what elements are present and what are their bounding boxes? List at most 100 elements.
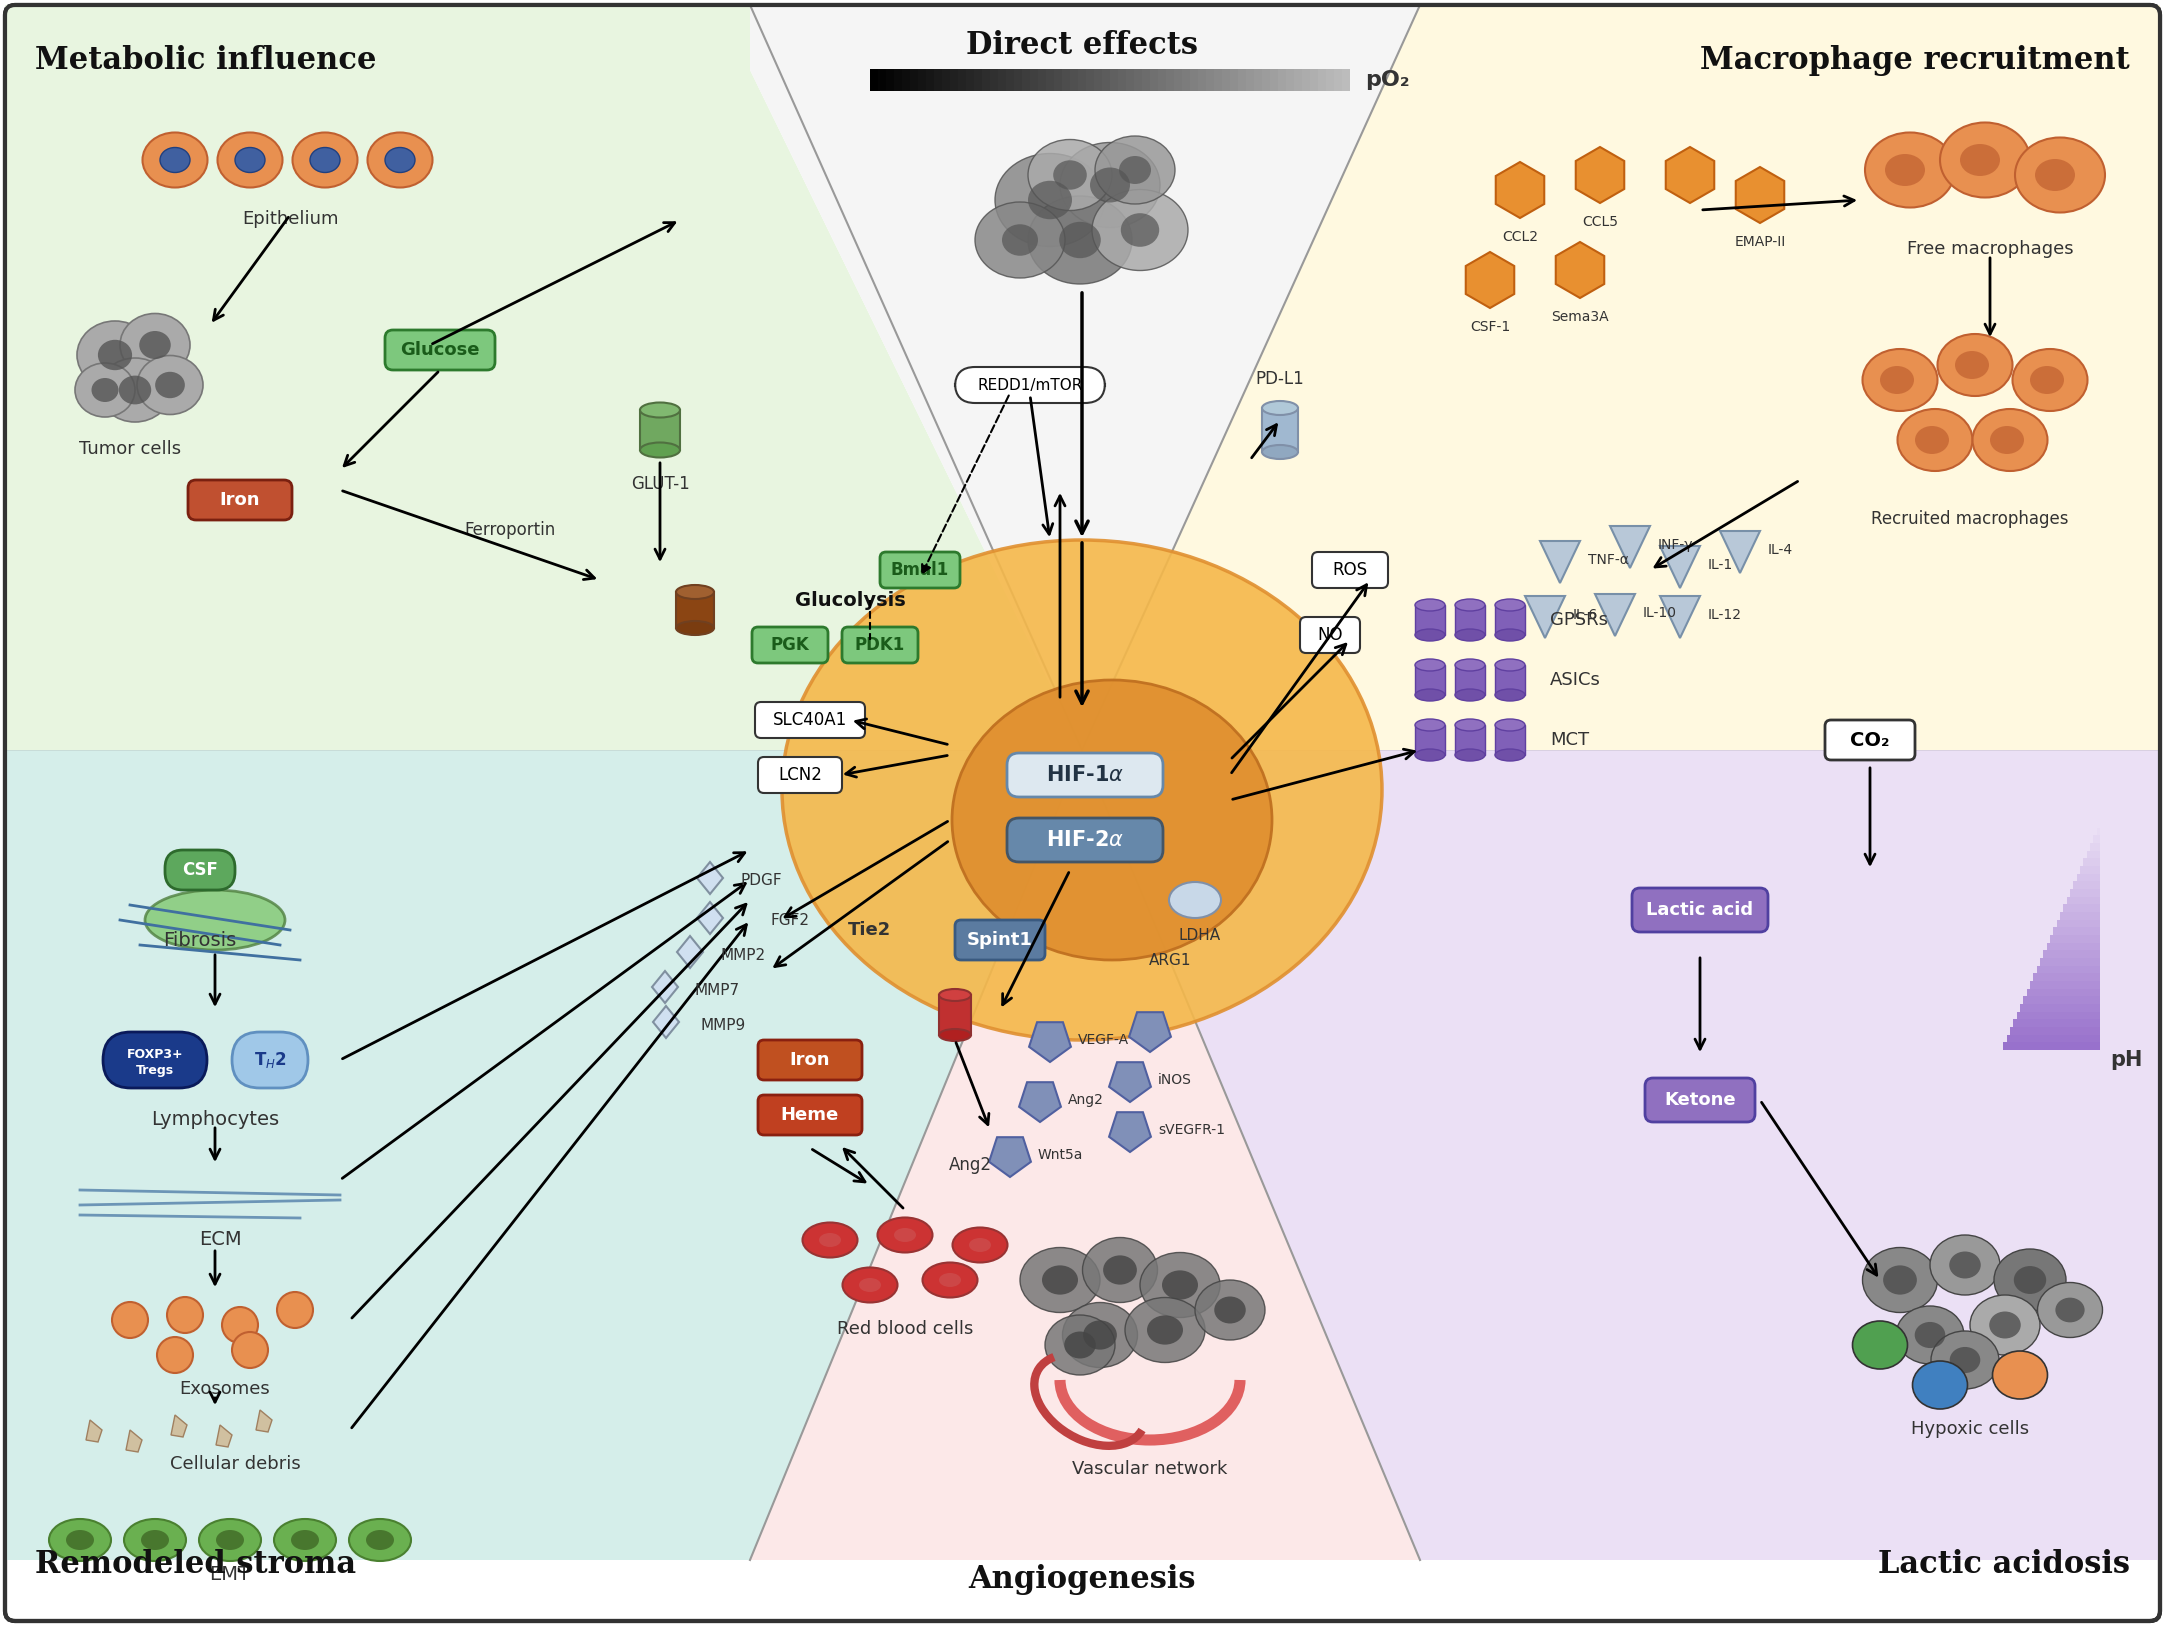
Ellipse shape [1147,1315,1182,1345]
Text: Tumor cells: Tumor cells [78,441,182,459]
Ellipse shape [1959,145,2000,176]
Ellipse shape [156,372,184,398]
Text: Heme: Heme [782,1106,840,1124]
Ellipse shape [145,889,286,950]
Bar [1093,68,1102,91]
Bar [1262,408,1299,452]
Ellipse shape [1496,659,1524,672]
Bar [1496,665,1524,694]
Ellipse shape [1992,1351,2048,1398]
Bar [2063,904,2100,912]
Ellipse shape [1063,1302,1137,1367]
Ellipse shape [310,148,340,172]
Bar [942,68,950,91]
Bar [2046,943,2100,950]
Text: CCL5: CCL5 [1583,215,1617,229]
Ellipse shape [996,153,1104,247]
Bar [1238,68,1247,91]
Bar [2031,980,2100,989]
Ellipse shape [1416,598,1444,611]
Ellipse shape [1970,1294,2039,1354]
FancyBboxPatch shape [1007,818,1163,862]
Ellipse shape [1455,719,1485,732]
Text: Ang2: Ang2 [1067,1093,1104,1107]
Bar [1206,68,1215,91]
PathPatch shape [1082,750,2161,1559]
Bar [1173,68,1182,91]
FancyBboxPatch shape [758,1041,862,1080]
Text: MMP7: MMP7 [695,982,740,997]
Bar [2050,935,2100,943]
Bar [1013,68,1022,91]
FancyBboxPatch shape [385,330,496,371]
Bar [1022,68,1031,91]
Bar [2087,850,2100,859]
Bar [894,68,903,91]
Bar [1496,725,1524,754]
Text: INF-γ: INF-γ [1658,538,1693,551]
Ellipse shape [2037,1283,2102,1338]
FancyBboxPatch shape [1299,616,1360,654]
FancyBboxPatch shape [758,1094,862,1135]
Bar [989,68,998,91]
Bar [1416,665,1444,694]
Bar [1416,725,1444,754]
Bar [983,68,989,91]
Text: Glucose: Glucose [401,341,481,359]
Ellipse shape [1938,333,2013,397]
Polygon shape [654,1006,680,1037]
Text: PGK: PGK [771,636,810,654]
Ellipse shape [1091,190,1189,270]
Ellipse shape [1496,750,1524,761]
Bar [1087,68,1093,91]
Ellipse shape [1104,1255,1137,1285]
Ellipse shape [1940,122,2031,197]
Ellipse shape [1052,161,1087,190]
Bar [1063,68,1070,91]
Ellipse shape [970,1237,992,1252]
Text: PD-L1: PD-L1 [1256,371,1303,389]
Bar [1150,68,1158,91]
FancyBboxPatch shape [104,1033,208,1088]
Ellipse shape [1028,197,1132,285]
Text: Sema3A: Sema3A [1550,311,1609,324]
Text: ROS: ROS [1331,561,1368,579]
PathPatch shape [749,750,1420,1559]
Text: CSF: CSF [182,862,219,880]
Bar [879,68,885,91]
FancyBboxPatch shape [4,5,2161,1621]
Text: Angiogenesis: Angiogenesis [968,1564,1195,1595]
Ellipse shape [1141,1252,1221,1317]
Bar [2013,1020,2100,1028]
Ellipse shape [1897,410,1972,472]
Ellipse shape [1929,1236,2000,1294]
Ellipse shape [1195,1280,1264,1340]
Ellipse shape [641,442,680,457]
Ellipse shape [1951,1346,1981,1372]
Ellipse shape [1095,137,1176,203]
Bar [1078,68,1087,91]
Text: HIF-1$\alpha$: HIF-1$\alpha$ [1046,764,1124,785]
Text: PDGF: PDGF [740,873,782,888]
Text: IL-4: IL-4 [1769,543,1793,558]
Text: HIF-2$\alpha$: HIF-2$\alpha$ [1046,829,1124,850]
Text: IL-10: IL-10 [1643,606,1678,620]
Ellipse shape [160,148,191,172]
PathPatch shape [1082,5,2161,750]
Ellipse shape [974,202,1065,278]
Ellipse shape [1119,156,1152,184]
Ellipse shape [119,376,152,405]
Text: pO₂: pO₂ [1364,70,1409,89]
Ellipse shape [216,132,281,187]
Bar [2096,828,2100,836]
Ellipse shape [1121,213,1158,247]
FancyBboxPatch shape [188,480,292,520]
Polygon shape [1524,597,1565,637]
Bar [2003,1042,2100,1050]
Ellipse shape [143,132,208,187]
Ellipse shape [1215,1296,1245,1324]
Ellipse shape [1864,132,1955,208]
Ellipse shape [292,132,357,187]
Text: IL-6: IL-6 [1574,608,1598,623]
PathPatch shape [749,5,1420,750]
